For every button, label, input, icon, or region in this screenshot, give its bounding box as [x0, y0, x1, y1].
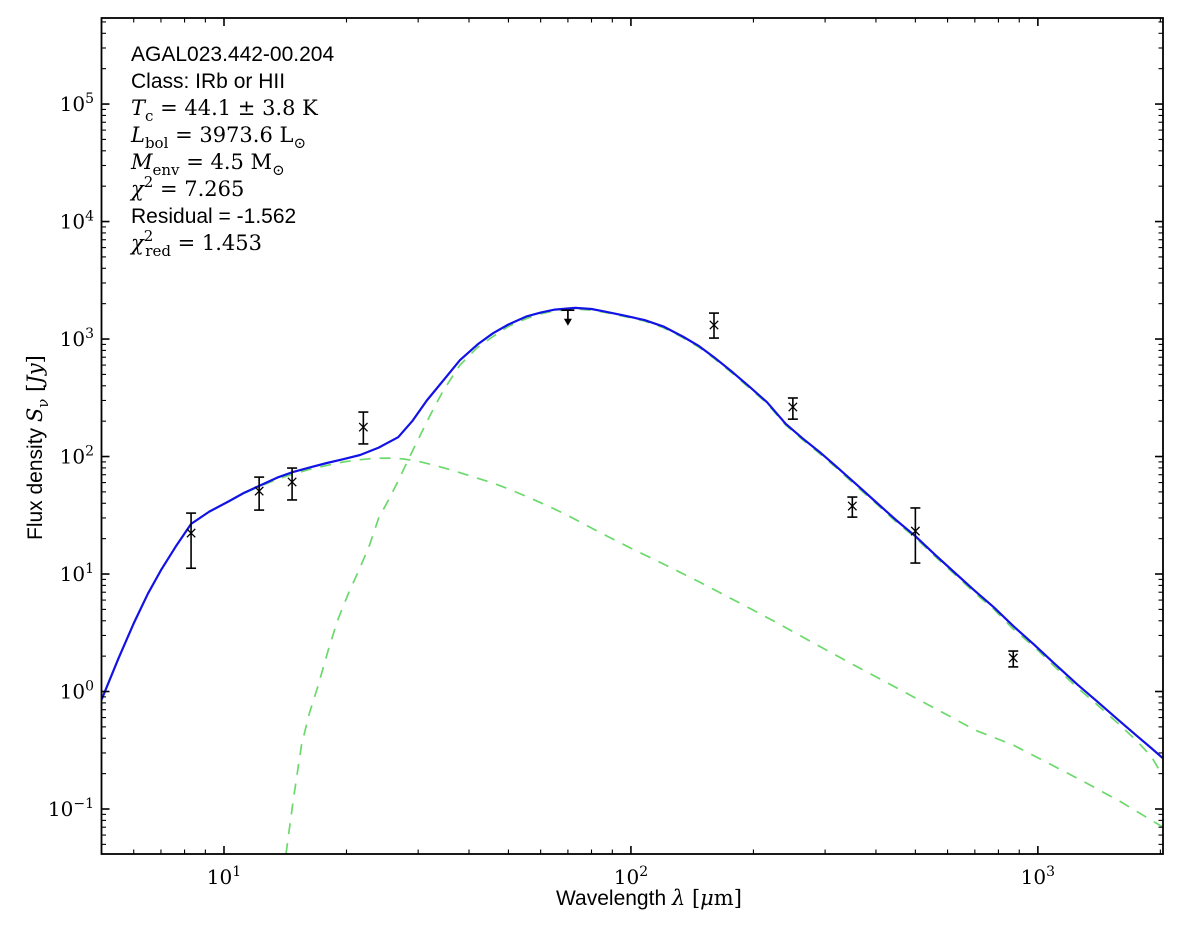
data-point-160um: [708, 312, 719, 339]
x-marker: [1008, 653, 1018, 663]
x-marker: [254, 486, 264, 496]
y-tick-label: 105: [60, 91, 94, 116]
y-tick-label: 100: [60, 679, 94, 704]
y-tick-label: 103: [60, 326, 94, 351]
annotation-line-8: χ2 red = 1.453: [129, 227, 262, 260]
y-tick-label: 101: [60, 561, 94, 586]
cold-component-curve: [285, 308, 1164, 855]
axis-titles: Wavelength λ [μm] Flux density Sν [Jy]: [23, 355, 742, 910]
x-marker: [788, 402, 798, 412]
data-point-22um: [358, 411, 369, 445]
y-tick-label: 10−1: [48, 796, 94, 821]
annotation-line-2: Class: IRb or HII: [131, 70, 285, 93]
x-marker: [910, 526, 921, 536]
x-tick-label: 102: [614, 864, 648, 889]
annotation-line-3: Tc = 44.1 ± 3.8 K: [131, 96, 318, 125]
x-marker: [186, 528, 196, 538]
down-arrow-icon: [563, 318, 572, 326]
y-tick-label: 104: [60, 209, 94, 234]
x-axis-title: Wavelength λ [μm]: [556, 886, 742, 910]
data-point-8.3um: [186, 512, 197, 570]
x-tick-label: 101: [207, 864, 241, 889]
x-marker: [287, 477, 297, 487]
annotation-line-5: Menv = 4.5 M⊙: [130, 150, 285, 179]
data-point-350um: [847, 496, 858, 518]
plot-border: [100, 17, 1164, 855]
y-axis-title: Flux density Sν [Jy]: [23, 355, 52, 540]
x-marker: [358, 422, 369, 432]
x-tick-label: 103: [1021, 864, 1055, 889]
axis-ticks: [100, 18, 1163, 854]
data-point-12.2um: [254, 476, 265, 511]
curves-layer: [101, 306, 1164, 855]
y-tick-label: 102: [60, 444, 94, 469]
annotation-line-4: Lbol = 3973.6 L⊙: [130, 123, 306, 152]
data-point-870um: [1008, 650, 1019, 668]
annotation-line-6: χ2 = 7.265: [129, 173, 244, 201]
annotation-line-1: AGAL023.442-00.204: [131, 43, 334, 66]
data-point-500um: [910, 507, 921, 564]
x-marker: [709, 320, 719, 330]
axis-tick-labels: 101 102 103 10−1 100 101 102 103 104 105: [48, 91, 1055, 889]
total-fit-curve: [101, 306, 1164, 760]
annotation-block: AGAL023.442-00.204 Class: IRb or HII Tc = …: [129, 43, 334, 260]
x-marker: [847, 501, 857, 511]
upper-limit-70um: [561, 309, 575, 326]
data-point-14.7um: [287, 467, 298, 501]
annotation-line-7: Residual = -1.562: [131, 205, 296, 228]
warm-component-curve: [101, 457, 1164, 828]
plot-frame: [100, 17, 1164, 855]
data-point-250um: [787, 397, 798, 420]
data-points-layer: [186, 309, 1019, 668]
